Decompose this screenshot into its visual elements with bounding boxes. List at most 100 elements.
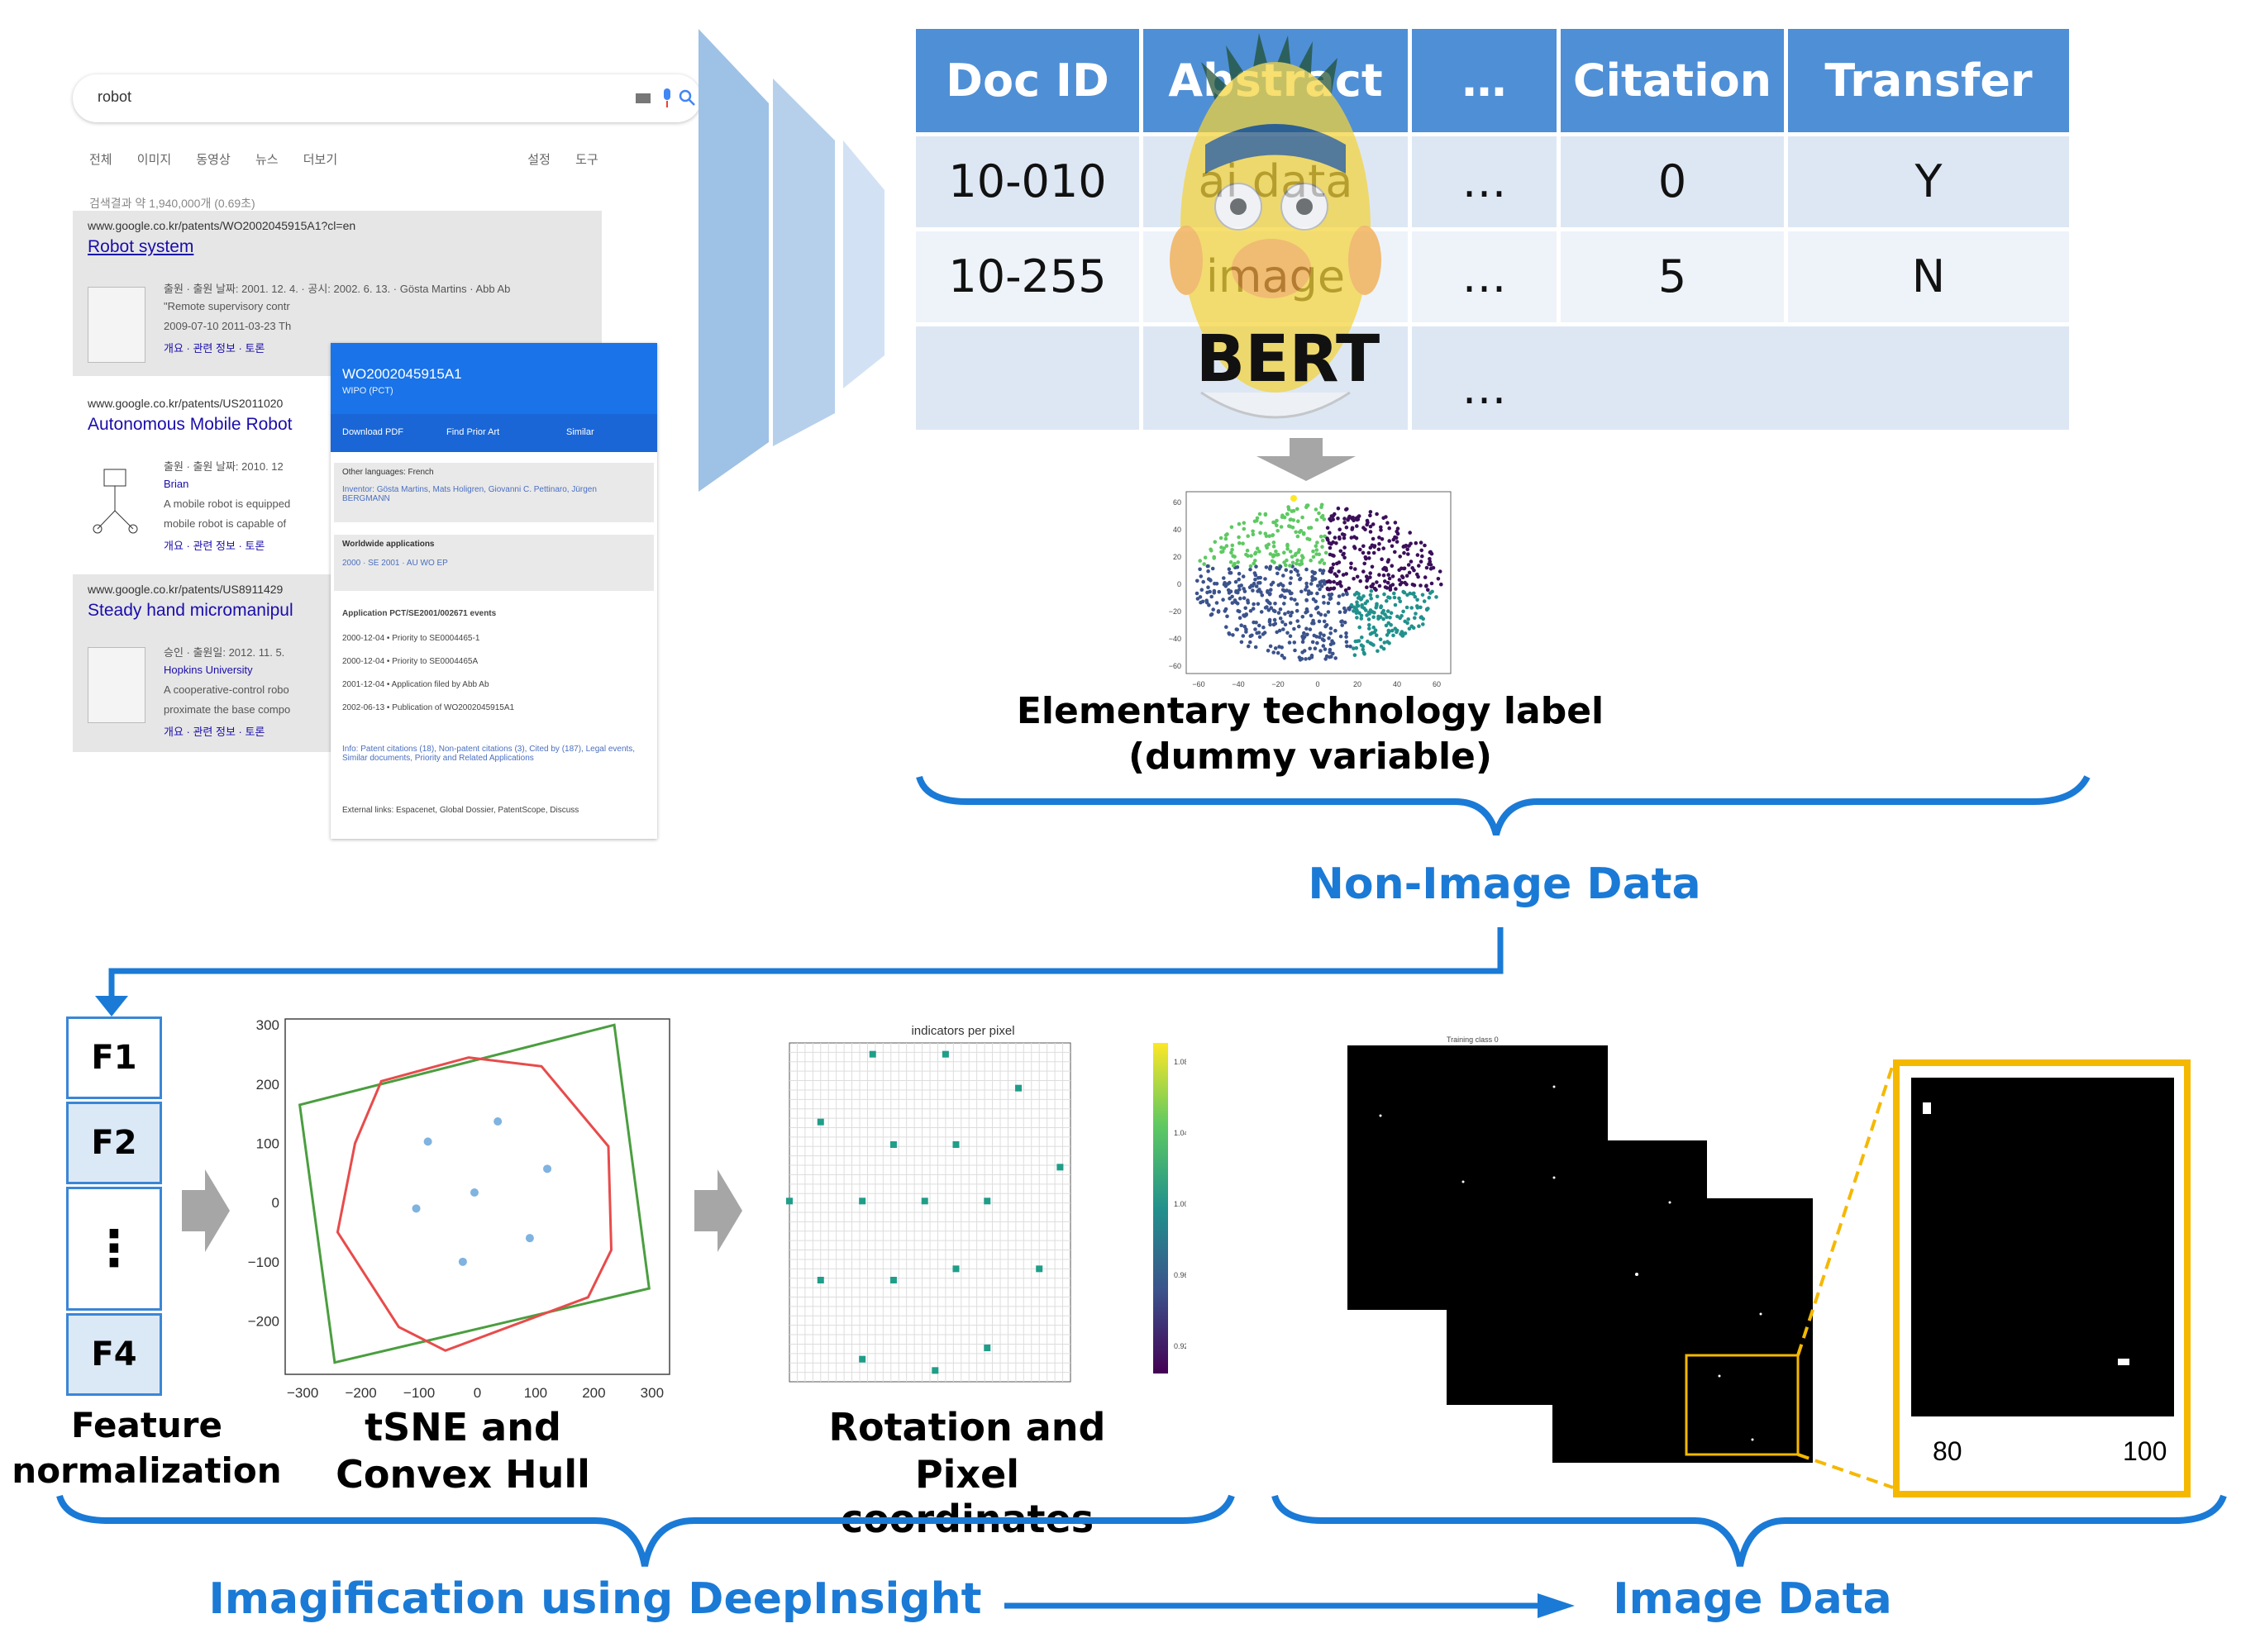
y-tick-label: 40	[1173, 526, 1181, 534]
result-links[interactable]: 개요 · 관련 정보 · 토론	[164, 540, 265, 552]
scatter-point	[1366, 577, 1370, 582]
feature-box-ellipsis: ⋮	[66, 1187, 162, 1311]
find-prior-art-button[interactable]: Find Prior Art	[446, 427, 500, 437]
pixel-point	[984, 1197, 991, 1205]
scatter-point	[1318, 631, 1323, 636]
scatter-point	[1310, 640, 1315, 645]
scatter-point	[1420, 593, 1425, 597]
result-title[interactable]: Robot system	[88, 237, 194, 256]
scatter-point	[1309, 582, 1314, 586]
result-title[interactable]: Steady hand micromanipul	[88, 601, 293, 620]
scatter-point	[1375, 594, 1380, 599]
zoom-region	[1685, 1354, 1800, 1456]
scatter-point	[1206, 585, 1210, 589]
pixel-point	[952, 1265, 960, 1273]
result-url[interactable]: www.google.co.kr/patents/US2011020	[88, 397, 284, 410]
tab-news[interactable]: 뉴스	[255, 153, 279, 167]
scatter-point	[1338, 634, 1343, 639]
scatter-point	[1290, 560, 1295, 565]
scatter-point	[1234, 590, 1238, 594]
tab-all[interactable]: 전체	[89, 153, 112, 167]
scatter-point	[1259, 521, 1263, 526]
scatter-point	[1321, 644, 1326, 648]
result-links[interactable]: 개요 · 관련 정보 · 토론	[164, 726, 265, 738]
tab-tools[interactable]: 도구	[575, 153, 598, 167]
scatter-point	[1223, 609, 1228, 613]
scatter-point	[1258, 581, 1262, 585]
scatter-point	[1365, 522, 1369, 527]
scatter-point	[1299, 561, 1304, 566]
result-author[interactable]: Hopkins University	[164, 664, 253, 676]
scatter-point	[1298, 577, 1302, 582]
tab-images[interactable]: 이미지	[136, 153, 172, 167]
scatter-point	[1292, 626, 1296, 631]
scatter-point	[1322, 619, 1327, 624]
scatter-point	[1316, 611, 1321, 615]
scatter-point	[1333, 512, 1337, 517]
scatter-point	[1243, 606, 1247, 611]
scatter-point	[1300, 515, 1304, 520]
tab-more[interactable]: 더보기	[303, 153, 338, 167]
search-icon[interactable]	[678, 88, 696, 107]
scatter-point	[1368, 641, 1373, 645]
scatter-point	[1371, 625, 1376, 630]
table-cell: 5	[1657, 250, 1687, 302]
scatter-point	[1237, 521, 1242, 526]
mic-icon[interactable]	[661, 88, 673, 109]
keyboard-icon[interactable]	[635, 91, 651, 106]
external-links[interactable]: External links: Espacenet, Global Dossie…	[342, 806, 579, 815]
rotation-label-1: Rotation and	[828, 1405, 1106, 1450]
worldwide-line[interactable]: 2000 · SE 2001 · AU WO EP	[342, 559, 448, 568]
scatter-point	[1273, 646, 1278, 650]
bert-label: BERT	[1195, 322, 1380, 397]
tab-settings[interactable]: 설정	[527, 153, 551, 167]
scatter-point	[1342, 545, 1347, 550]
scatter-point	[1289, 613, 1293, 618]
download-pdf-button[interactable]: Download PDF	[342, 427, 403, 437]
result-url[interactable]: www.google.co.kr/patents/US8911429	[88, 583, 284, 596]
scatter-point	[1368, 513, 1372, 518]
scatter-point	[1258, 575, 1262, 580]
event-item: 2000-12-04 • Priority to SE0004465-1	[342, 634, 480, 643]
scatter-point	[1359, 613, 1364, 618]
scatter-point	[1367, 626, 1371, 631]
scatter-point	[1281, 627, 1285, 631]
tab-videos[interactable]: 동영상	[196, 153, 231, 167]
feature-point	[470, 1188, 479, 1197]
inventor-list[interactable]: Inventor: Gösta Martins, Mats Holigren, …	[342, 485, 597, 503]
scatter-point	[1367, 556, 1371, 560]
feature-point	[525, 1234, 534, 1243]
scatter-point	[1256, 589, 1260, 593]
search-input[interactable]: robot	[73, 74, 701, 122]
result-author[interactable]: Brian	[164, 478, 189, 490]
scatter-point	[1227, 631, 1231, 636]
scatter-point	[1273, 602, 1277, 606]
similar-button[interactable]: Similar	[566, 427, 594, 437]
patent-info-links[interactable]: Info: Patent citations (18), Non-patent …	[342, 745, 636, 763]
result-links[interactable]: 개요 · 관련 정보 · 토론	[164, 342, 265, 355]
scatter-point	[1278, 607, 1283, 612]
scatter-point	[1286, 610, 1290, 615]
scatter-point	[1328, 517, 1332, 521]
scatter-point	[1300, 615, 1305, 619]
scatter-point	[1244, 552, 1248, 557]
scatter-point	[1246, 534, 1250, 538]
scatter-point	[1231, 633, 1235, 637]
scatter-point	[1211, 607, 1215, 612]
result-title[interactable]: Autonomous Mobile Robot	[88, 415, 293, 434]
result-url[interactable]: www.google.co.kr/patents/WO2002045915A1?…	[88, 219, 356, 232]
scatter-point	[1417, 564, 1421, 568]
scatter-point	[1276, 552, 1280, 557]
scatter-point	[1361, 569, 1366, 574]
pixel-point	[889, 1277, 897, 1283]
scatter-point	[1355, 590, 1359, 595]
scatter-point	[1320, 538, 1325, 543]
scatter-point	[1426, 588, 1430, 593]
scatter-point	[1238, 596, 1242, 601]
scatter-point	[1275, 571, 1280, 576]
scatter-point	[1387, 539, 1391, 543]
scatter-point	[1345, 507, 1349, 512]
scatter-point	[1347, 586, 1352, 591]
scatter-point	[1209, 547, 1213, 552]
scatter-point	[1314, 517, 1319, 522]
